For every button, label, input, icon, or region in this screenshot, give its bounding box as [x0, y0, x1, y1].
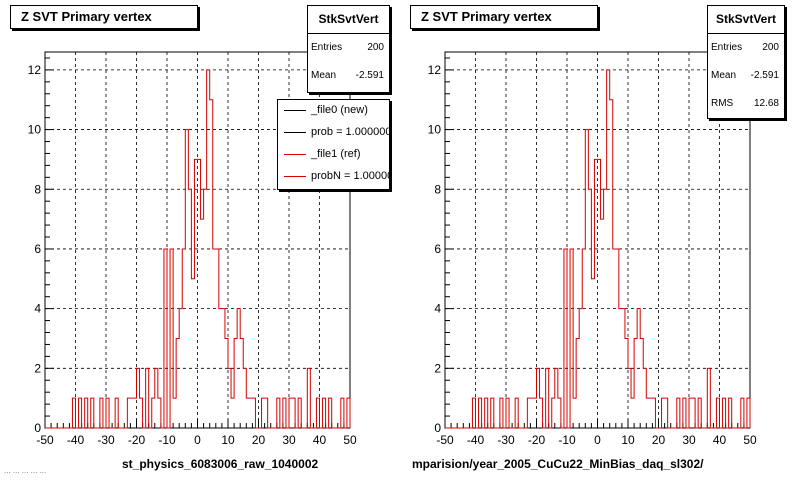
left-stats-title: StkSvtVert [308, 6, 389, 34]
right-x-tick-label: 0 [594, 433, 601, 447]
legend-entry-file1: _file1 (ref) [278, 144, 389, 166]
left-x-tick-label: -20 [128, 433, 146, 447]
right-stats-entries-row: Entries 200 [708, 34, 784, 62]
right-x-tick-label: -40 [467, 433, 485, 447]
left-y-tick-label: 0 [34, 421, 41, 435]
legend-line-file1 [284, 154, 306, 155]
left-x-tick-label: -30 [97, 433, 115, 447]
left-y-tick-label: 2 [34, 361, 41, 375]
right-x-tick-label: -50 [436, 433, 454, 447]
right-stats-box: StkSvtVert Entries 200 Mean -2.591 RMS 1… [707, 5, 785, 119]
left-x-tick-label: 10 [221, 433, 235, 447]
right-y-tick-label: 0 [434, 421, 441, 435]
left-histogram-series-0 [45, 69, 351, 429]
left-x-tick-label: 30 [282, 433, 296, 447]
right-stats-mean-label: Mean [711, 70, 737, 81]
right-stats-entries-label: Entries [711, 42, 743, 53]
corner-footer-text: ... ... ... ... ... [4, 466, 47, 475]
right-y-tick-label: 8 [434, 182, 441, 196]
right-histogram-pad: -50 -40 -30 -20 -10 0 10 20 30 40 50 0 2 4 6 8 10 12 Z SV… [400, 0, 800, 480]
left-stats-mean-label: Mean [311, 70, 337, 81]
left-x-tick-label: 40 [313, 433, 327, 447]
legend-entry-file0: _file0 (new) [278, 100, 389, 122]
right-stats-entries-value: 200 [762, 42, 779, 53]
right-histogram-title: Z SVT Primary vertex [410, 5, 598, 29]
legend-line-file0 [284, 110, 306, 111]
legend-label-file1: _file1 (ref) [311, 148, 361, 160]
left-stats-entries-row: Entries 200 [308, 34, 389, 62]
right-stats-rms-row: RMS 12.68 [708, 90, 784, 118]
legend-entry-prob: prob = 1.000000 [278, 122, 389, 144]
right-stats-mean-row: Mean -2.591 [708, 62, 784, 90]
right-x-tick-label: 30 [682, 433, 696, 447]
legend-line-probn [284, 176, 306, 177]
left-histogram-title: Z SVT Primary vertex [10, 5, 198, 29]
left-stats-entries-label: Entries [311, 42, 343, 53]
left-y-tick-label: 4 [34, 302, 41, 316]
left-y-tick-label: 8 [34, 182, 41, 196]
right-histogram-plot: -50 -40 -30 -20 -10 0 10 20 30 40 50 0 2 4 6 8 10 12 [428, 51, 757, 447]
left-x-axis-title: st_physics_6083006_raw_1040002 [122, 457, 319, 471]
left-y-tick-label: 12 [28, 63, 42, 77]
right-y-tick-label: 2 [434, 361, 441, 375]
right-x-tick-label: 50 [743, 433, 757, 447]
left-histogram-plot: -50 -40 -30 -20 -10 0 10 20 30 40 50 0 2 4 6 8 10 12 [28, 51, 357, 447]
legend-label-probn: probN = 1.000000 [311, 170, 389, 182]
legend-label-prob: prob = 1.000000 [311, 126, 390, 138]
right-stats-title: StkSvtVert [708, 6, 784, 34]
legend-label-file0: _file0 (new) [311, 104, 368, 116]
left-x-tick-label: -50 [36, 433, 54, 447]
right-stats-rms-label: RMS [711, 98, 734, 109]
right-x-tick-label: 40 [713, 433, 727, 447]
right-y-tick-label: 6 [434, 242, 441, 256]
left-stats-mean-value: -2.591 [355, 70, 384, 81]
left-stats-entries-value: 200 [367, 42, 384, 53]
left-x-tick-label: 20 [252, 433, 266, 447]
right-x-tick-label: -10 [558, 433, 576, 447]
left-histogram-pad: -50 -40 -30 -20 -10 0 10 20 30 40 50 0 2 4 6 8 10 12 Z SV… [4, 5, 390, 475]
left-y-tick-label: 10 [28, 123, 42, 137]
right-y-tick-label: 10 [428, 123, 442, 137]
right-histogram-series-0 [445, 69, 751, 429]
right-x-axis-title: mparision/year_2005_CuCu22_MinBias_daq_s… [412, 457, 704, 471]
right-stats-rms-value: 12.68 [753, 98, 779, 109]
right-x-tick-label: -20 [528, 433, 546, 447]
left-x-tick-label: -40 [67, 433, 85, 447]
right-y-tick-label: 4 [434, 302, 441, 316]
left-stats-mean-row: Mean -2.591 [308, 62, 389, 90]
left-x-tick-label: 0 [194, 433, 201, 447]
right-stats-mean-value: -2.591 [750, 70, 779, 81]
left-x-tick-label: -10 [158, 433, 176, 447]
left-stats-box: StkSvtVert Entries 200 Mean -2.591 [307, 5, 390, 93]
right-x-tick-label: 20 [652, 433, 666, 447]
left-x-tick-label: 50 [343, 433, 357, 447]
right-x-tick-label: 10 [621, 433, 635, 447]
legend-line-prob [284, 132, 306, 133]
right-y-tick-label: 12 [428, 63, 442, 77]
left-y-tick-label: 6 [34, 242, 41, 256]
right-x-tick-label: -30 [497, 433, 515, 447]
legend-entry-probn: probN = 1.000000 [278, 166, 389, 188]
left-legend: _file0 (new) prob = 1.000000 _file1 (ref… [277, 99, 390, 190]
